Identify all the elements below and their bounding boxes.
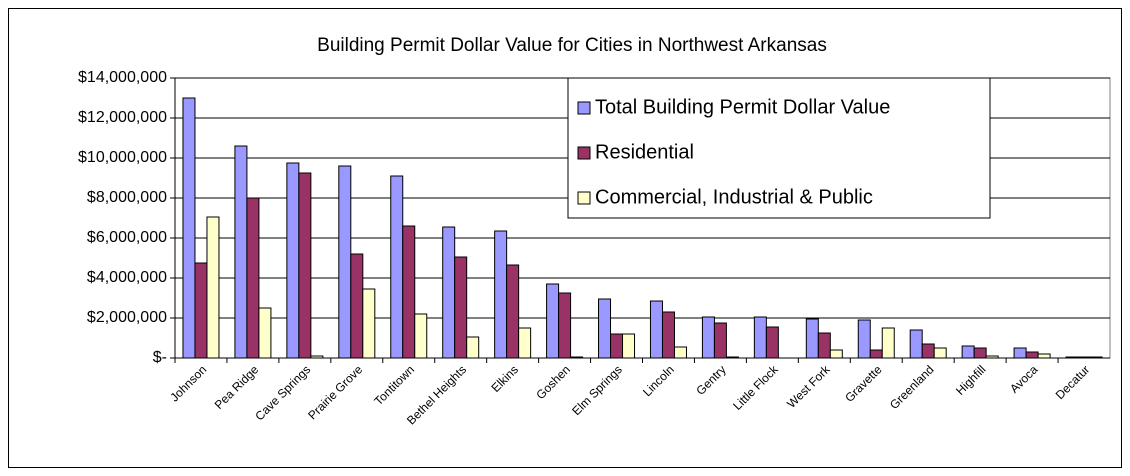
- bar: [1013, 347, 1027, 359]
- bar: [881, 327, 895, 359]
- bar: [362, 288, 376, 359]
- bar: [194, 262, 208, 359]
- legend-label: Commercial, Industrial & Public: [595, 186, 873, 208]
- bar: [494, 230, 508, 359]
- bar: [933, 347, 947, 359]
- y-tick-label: $2,000,000: [87, 309, 167, 326]
- bar: [869, 349, 883, 359]
- bar: [1037, 353, 1051, 359]
- bar: [234, 145, 248, 359]
- bar: [454, 256, 468, 359]
- bar: [805, 318, 819, 359]
- bar: [817, 332, 831, 359]
- bar: [661, 311, 675, 359]
- bar: [414, 313, 428, 359]
- bar: [857, 319, 871, 359]
- bar: [338, 165, 352, 359]
- legend-label: Residential: [595, 141, 694, 163]
- bar: [1025, 351, 1039, 359]
- y-tick-label: $10,000,000: [78, 149, 167, 166]
- bar: [390, 175, 404, 359]
- bar: [610, 333, 624, 359]
- y-tick-label: $-: [153, 349, 167, 366]
- bar: [350, 253, 364, 359]
- bar: [286, 162, 300, 359]
- bar: [298, 172, 312, 359]
- bar: [829, 349, 843, 359]
- bar: [598, 298, 612, 359]
- bar: [973, 347, 987, 359]
- bar: [466, 336, 480, 359]
- bar: [921, 343, 935, 359]
- y-tick-label: $14,000,000: [78, 69, 167, 86]
- bar: [546, 283, 560, 359]
- legend-box: [567, 77, 991, 219]
- y-tick-label: $4,000,000: [87, 269, 167, 286]
- chart-title: Building Permit Dollar Value for Cities …: [317, 35, 827, 56]
- bar: [909, 329, 923, 359]
- bar: [961, 345, 975, 359]
- bar: [713, 322, 727, 359]
- bar: [765, 326, 779, 359]
- bar: [518, 327, 532, 359]
- bar: [649, 300, 663, 359]
- bar: [246, 197, 260, 359]
- legend-swatch: [577, 191, 591, 205]
- legend-swatch: [577, 101, 591, 115]
- bar: [258, 307, 272, 359]
- bar: [701, 316, 715, 359]
- legend-label: Total Building Permit Dollar Value: [595, 96, 890, 118]
- bar: [442, 226, 456, 359]
- y-tick-label: $8,000,000: [87, 189, 167, 206]
- bar: [753, 316, 767, 359]
- bar: [182, 97, 196, 359]
- y-tick-label: $12,000,000: [78, 109, 167, 126]
- bar: [506, 264, 520, 359]
- bar: [622, 333, 636, 359]
- bar: [558, 292, 572, 359]
- bar: [206, 216, 220, 359]
- y-tick-label: $6,000,000: [87, 229, 167, 246]
- bar: [673, 346, 687, 359]
- legend-swatch: [577, 146, 591, 160]
- bar: [402, 225, 416, 359]
